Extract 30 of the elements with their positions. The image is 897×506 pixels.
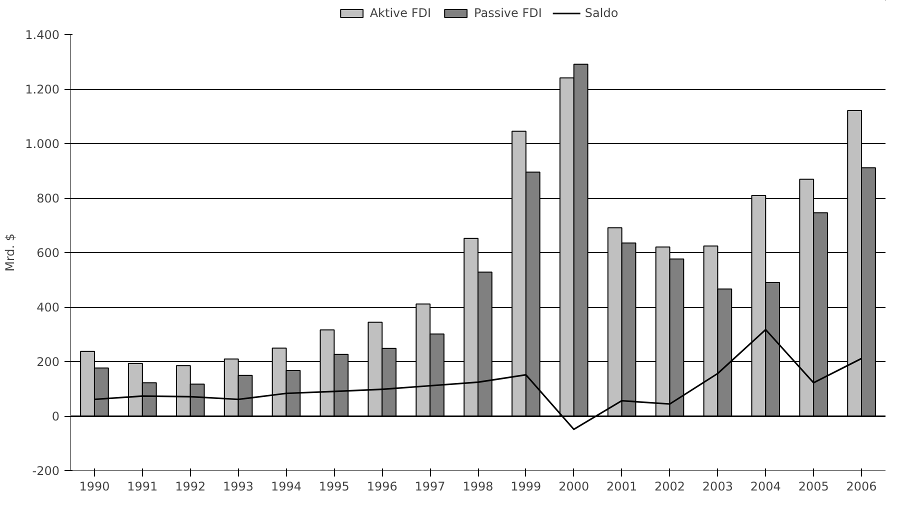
x-tick-label: 2005 — [798, 480, 829, 494]
x-tick-label: 1995 — [318, 480, 350, 494]
x-tick-label: 1991 — [127, 480, 158, 494]
x-tick-label: 1997 — [414, 480, 446, 494]
y-axis-title: Mrd. $ — [3, 234, 18, 272]
x-tick-label: 2000 — [558, 480, 590, 494]
y-tick-label: 400 — [36, 300, 60, 314]
y-tick-label: 1.000 — [25, 137, 60, 151]
y-tick-label: 1.400 — [25, 28, 60, 42]
y-tick-label: 0 — [52, 410, 60, 424]
y-tick-label: 800 — [36, 192, 60, 206]
x-tick-label: 2006 — [846, 480, 877, 494]
x-tick-label: 1994 — [270, 480, 302, 494]
x-tick-label: 2001 — [606, 480, 638, 494]
legend-label: Passive FDI — [474, 6, 542, 20]
legend-label: Saldo — [584, 6, 618, 20]
x-tick-label: 2004 — [750, 480, 781, 494]
x-tick-label: 1999 — [510, 480, 542, 494]
x-tick-label: 1993 — [223, 480, 254, 494]
y-tick-label: 1.200 — [25, 82, 60, 96]
legend-label: Aktive FDI — [370, 6, 432, 20]
y-tick-label: 200 — [36, 355, 60, 369]
x-tick-label: 1990 — [79, 480, 110, 494]
x-tick-label: 2002 — [654, 480, 686, 494]
y-tick-label: 600 — [36, 246, 60, 260]
x-tick-label: 1998 — [462, 480, 494, 494]
x-tick-label: 1992 — [175, 480, 206, 494]
x-tick-label: 2003 — [702, 480, 733, 494]
y-tick-label: -200 — [32, 464, 60, 478]
x-tick-label: 1996 — [366, 480, 398, 494]
